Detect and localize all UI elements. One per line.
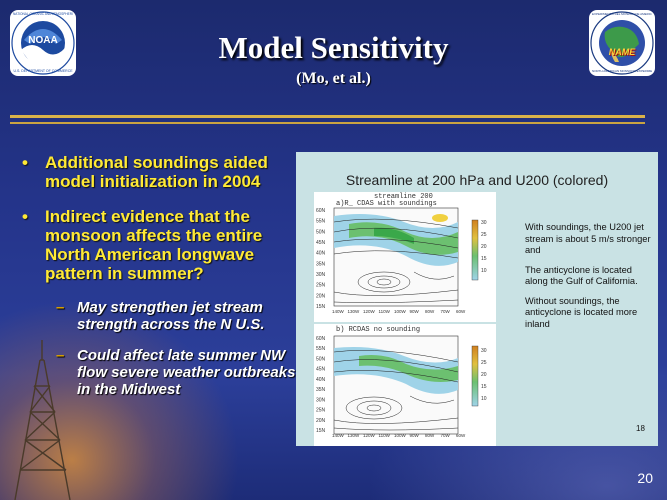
noaa-logo-ring-top: NATIONAL OCEANIC AND ATMOSPHERIC ADMINIS… (13, 12, 73, 16)
sub-bullet-item: – Could affect late summer NW flow sever… (22, 347, 302, 398)
slide-title: Model Sensitivity (218, 30, 449, 65)
title-divider (10, 115, 645, 118)
colorbar-tick-label: 10 (481, 396, 487, 402)
bullet-item: • Additional soundings aided model initi… (22, 153, 302, 191)
lon-tick-label: 140W (332, 433, 345, 438)
bullet-text: Indirect evidence that the monsoon affec… (45, 207, 263, 283)
lon-tick-label: 70W (441, 309, 451, 314)
dash-icon: – (56, 299, 65, 316)
figure-panel: Streamline at 200 hPa and U200 (colored)… (296, 152, 658, 446)
name-logo-text: NAME (608, 47, 636, 57)
lat-tick-label: 35N (316, 387, 326, 393)
lon-tick-label: 80W (425, 309, 435, 314)
lon-tick-label: 100W (394, 309, 407, 314)
colorbar-tick-label: 15 (481, 256, 487, 262)
figure-notes: With soundings, the U200 jet stream is a… (525, 222, 653, 338)
name-logo-ring-bottom: NORTH AMERICAN MONSOON EXPERIMENT (592, 69, 652, 73)
radio-tower-image (14, 340, 71, 500)
lon-tick-label: 80W (425, 433, 435, 438)
noaa-logo: NOAA NATIONAL OCEANIC AND ATMOSPHERIC AD… (10, 10, 76, 76)
dash-icon: – (56, 347, 65, 364)
figure-page-number: 18 (636, 424, 645, 433)
name-emblem-icon (590, 11, 654, 75)
note-text: The anticyclone is located along the Gul… (525, 264, 638, 287)
figure-title: Streamline at 200 hPa and U200 (colored) (345, 172, 609, 188)
noaa-logo-text: NOAA (28, 35, 58, 46)
lat-tick-label: 15N (316, 304, 326, 310)
lat-tick-label: 60N (316, 336, 326, 342)
colorbar-tick-label: 30 (481, 220, 487, 226)
lat-tick-label: 25N (316, 408, 326, 414)
lon-tick-label: 60W (456, 433, 466, 438)
sub-bullet-text: May strengthen jet stream strength acros… (77, 299, 265, 333)
lat-tick-label: 45N (316, 240, 326, 246)
lat-tick-label: 30N (316, 397, 326, 403)
lon-tick-label: 90W (410, 309, 420, 314)
slide-subtitle: (Mo, et al.) (296, 70, 371, 87)
name-logo-ring-top: EXPERIMENTO DEL MONZON DE AMERICA DEL NO… (592, 12, 652, 16)
colorbar-tick-label: 20 (481, 244, 487, 250)
lon-tick-label: 60W (456, 309, 466, 314)
slide-number: 20 (637, 470, 653, 486)
lat-tick-label: 15N (316, 428, 326, 434)
lat-tick-label: 40N (316, 251, 326, 257)
jet-stream-core (359, 355, 458, 382)
streamline-chart-top: 60N 55N 50N 45N 40N 35N 30N 25N 20N 15N 140W 130W 12… (316, 207, 487, 314)
lat-tick-label: 45N (316, 367, 326, 373)
name-logo: NAME EXPERIMENTO DEL MONZON DE AMERICA D… (589, 10, 655, 76)
bullet-dot-icon: • (22, 153, 28, 172)
plot-header: streamline 200 (374, 193, 433, 201)
colorbar-tick-label: 30 (481, 348, 487, 354)
colorbar-tick-label: 25 (481, 360, 487, 366)
lon-tick-label: 130W (348, 309, 361, 314)
lat-tick-label: 50N (316, 356, 326, 362)
lat-tick-label: 20N (316, 293, 326, 299)
lat-tick-label: 50N (316, 229, 326, 235)
sub-bullet-text: Could affect late summer NW flow severe … (77, 347, 296, 398)
colorbar (471, 345, 479, 407)
lon-tick-label: 120W (363, 309, 376, 314)
colorbar (471, 219, 479, 281)
jet-stream-peak (374, 227, 414, 244)
lat-tick-label: 40N (316, 377, 326, 383)
plot-label-top: a)R_ CDAS with soundings (336, 200, 437, 208)
noaa-logo-ring-bottom: U.S. DEPARTMENT OF COMMERCE (13, 69, 73, 73)
colorbar-tick-label: 10 (481, 268, 487, 274)
note-text: With soundings, the U200 jet stream is a… (525, 222, 651, 255)
lat-tick-label: 55N (316, 219, 326, 225)
noaa-emblem-icon (11, 11, 75, 75)
title-divider-secondary (10, 122, 645, 124)
lon-tick-label: 110W (379, 309, 391, 314)
bullet-text: Additional soundings aided model initial… (45, 153, 268, 191)
lon-tick-label: 70W (441, 433, 451, 438)
lon-tick-label: 110W (379, 433, 391, 438)
jet-highlight (432, 214, 448, 222)
lon-tick-label: 140W (332, 309, 345, 314)
lat-tick-label: 60N (316, 208, 326, 214)
bullet-list: • Additional soundings aided model initi… (22, 153, 302, 412)
sub-bullet-item: – May strengthen jet stream strength acr… (22, 299, 302, 333)
lat-tick-label: 35N (316, 261, 326, 267)
lat-tick-label: 30N (316, 272, 326, 278)
colorbar-tick-label: 20 (481, 372, 487, 378)
lat-tick-label: 20N (316, 418, 326, 424)
streamline-map-no-sounding: b) RCDAS no sounding 60N 55N 50N 45N 40N 35N 3… (314, 324, 496, 446)
colorbar-tick-label: 15 (481, 384, 487, 390)
lon-tick-label: 120W (363, 433, 376, 438)
colorbar-tick-label: 25 (481, 232, 487, 238)
lon-tick-label: 100W (394, 433, 407, 438)
streamline-chart-bottom: 60N 55N 50N 45N 40N 35N 30N 25N 20N 15N 140W 130W 12… (316, 335, 487, 438)
note-text: Without soundings, the anticyclone is lo… (525, 295, 638, 329)
bullet-item: • Indirect evidence that the monsoon aff… (22, 207, 302, 283)
lon-tick-label: 130W (348, 433, 361, 438)
plot-label-bottom: b) RCDAS no sounding (336, 326, 421, 334)
lon-tick-label: 90W (410, 433, 420, 438)
lat-tick-label: 55N (316, 346, 326, 352)
bullet-dot-icon: • (22, 207, 28, 226)
streamline-map-with-soundings: streamline 200 a)R_ CDAS with soundings (314, 192, 496, 322)
lat-tick-label: 25N (316, 283, 326, 289)
